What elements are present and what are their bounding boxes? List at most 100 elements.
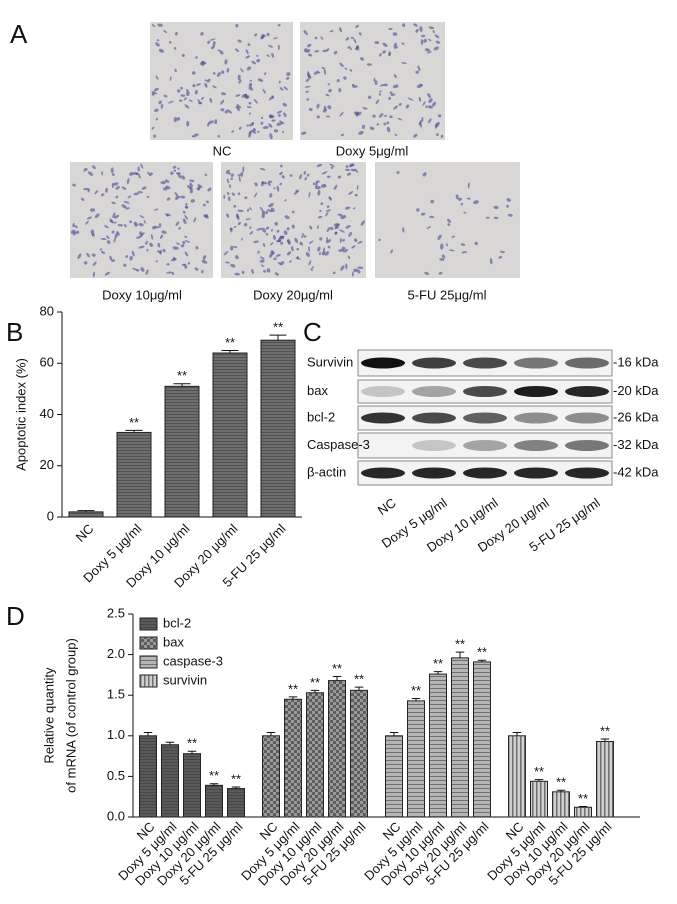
cell [153,134,157,138]
cell [181,175,186,180]
cell [155,75,159,80]
cell [295,189,300,193]
cell [424,48,431,52]
cell [278,235,285,240]
cell [307,75,312,80]
cell [332,271,336,275]
cell [318,252,321,256]
cell [248,82,253,88]
cell [246,106,252,109]
cell [212,41,216,47]
cell [191,135,194,138]
cell [231,192,235,196]
cell [306,98,310,101]
cell [401,62,407,64]
cell [360,57,364,61]
error-bar [266,732,276,736]
cell [208,120,214,124]
cell [447,223,451,227]
cell [362,107,368,110]
cell [265,233,269,236]
cell [330,226,334,231]
cell [99,248,103,251]
cell [367,95,372,100]
cell [249,231,254,235]
cell [256,227,263,231]
cell [178,227,181,230]
cell [308,260,312,266]
cell [291,210,295,214]
bar-texture [161,744,179,817]
cell [238,175,241,183]
cell [237,192,241,196]
cell [225,261,230,264]
bar-texture [451,657,469,817]
cell [267,180,273,184]
cell [132,267,138,271]
cell [249,207,252,211]
cell [271,119,276,122]
cell [186,91,190,97]
cell [437,234,442,240]
band [412,440,456,451]
cell [236,104,240,108]
cell [238,79,242,84]
cell [109,220,114,223]
cell [151,24,156,28]
cell [349,163,355,167]
cell [221,70,225,74]
cell [329,30,334,33]
cell [437,114,442,118]
cell [416,83,423,89]
cell [268,44,274,48]
cell [237,39,242,43]
cell [392,84,399,89]
cell [110,167,114,174]
cell [296,248,300,251]
cell [236,213,239,219]
cell [254,192,258,198]
cell [485,216,490,219]
cell [334,231,338,235]
cell [172,165,177,169]
cell [184,240,191,243]
legend-texture [140,637,157,649]
cell [306,49,311,53]
cell [147,171,152,177]
cell [192,71,196,75]
cell [428,98,433,103]
cell [94,213,100,219]
cell [235,94,241,97]
cell [129,172,134,176]
cell [277,262,282,266]
cell [260,116,264,119]
size-label: -32 kDa [613,437,659,452]
cell [248,132,252,138]
cell [343,249,349,253]
cell [413,23,418,27]
cell [166,263,170,266]
cell [194,267,199,271]
cell [277,44,280,50]
cell [351,245,356,249]
cell [245,218,252,221]
y-tick-label: 60 [40,355,54,370]
cell [184,235,188,238]
cell [277,239,281,243]
cell [419,26,423,32]
cell [146,248,149,252]
cell [249,226,252,229]
cell [309,225,313,230]
cell [413,133,418,138]
band [514,467,558,479]
cell [307,43,312,48]
cell [159,249,162,255]
cell [101,193,105,197]
cell [458,197,462,201]
cell [86,216,93,220]
cell [231,130,235,133]
cell [429,215,435,219]
cell [379,53,382,57]
legend-label: bax [163,634,184,649]
error-bar [389,732,399,736]
